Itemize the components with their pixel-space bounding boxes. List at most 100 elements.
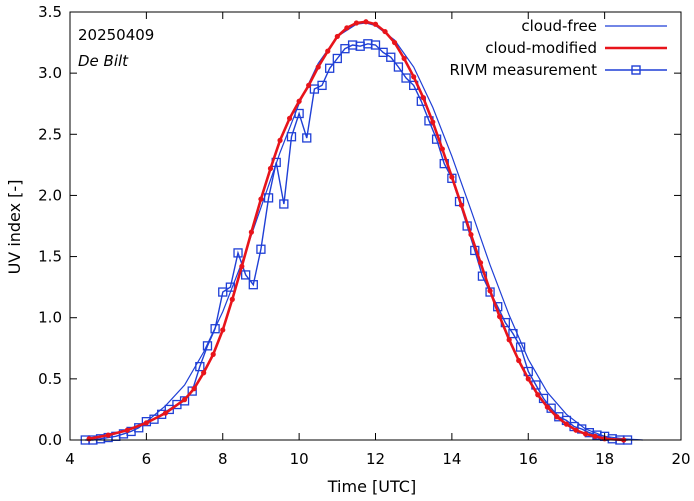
rivm-measurement-point — [210, 324, 220, 334]
rivm-measurement-point — [195, 361, 205, 372]
cloud-modified-point — [525, 376, 531, 382]
y-tick-label: 0.5 — [38, 370, 62, 388]
cloud-modified-point — [325, 48, 331, 54]
legend-label-rivm-measurement: RIVM measurement — [450, 61, 598, 79]
x-tick-label: 18 — [595, 450, 614, 468]
y-tick-label: 3.5 — [38, 3, 62, 21]
rivm-measurement-point — [332, 53, 342, 64]
axes: 4 6 8 10 12 14 16 18 20 0.0 0.5 1.0 1.5 2.0 2.5 3.0 3.5 — [38, 3, 690, 468]
y-tick-label: 1.0 — [38, 309, 62, 327]
cloud-modified-point — [372, 21, 379, 27]
cloud-modified-point — [506, 337, 512, 343]
cloud-modified-point — [267, 165, 274, 172]
rivm-measurement-point — [279, 199, 289, 209]
date-annotation: 20250409 — [78, 26, 154, 44]
cloud-modified-point — [487, 288, 493, 294]
x-axis-title: Time [UTC] — [327, 477, 416, 496]
cloud-modified-point — [210, 351, 216, 357]
legend-marker-rivm-measurement — [631, 65, 641, 75]
rivm-measurement-point — [401, 73, 411, 83]
cloud-modified-point — [86, 436, 92, 442]
cloud-modified-point — [191, 386, 197, 392]
x-tick-label: 8 — [218, 450, 228, 468]
y-tick-label: 1.5 — [38, 248, 62, 266]
rivm-measurement-point — [370, 40, 381, 50]
x-tick-label: 12 — [366, 450, 385, 468]
x-tick-label: 20 — [671, 450, 690, 468]
cloud-modified-point — [248, 229, 254, 235]
rivm-measurement-point — [325, 63, 335, 73]
x-tick-label: 6 — [142, 450, 152, 468]
rivm-measurement-point — [202, 341, 213, 351]
cloud-modified-point — [258, 196, 264, 202]
cloud-modified-point — [401, 55, 407, 62]
rivm-measurement-point — [508, 328, 518, 339]
cloud-modified-point — [477, 260, 484, 266]
cloud-modified-point — [420, 95, 426, 101]
cloud-modified-point — [334, 33, 340, 40]
cloud-modified-point — [220, 327, 226, 333]
cloud-modified-point — [344, 25, 350, 31]
cloud-modified-point — [554, 414, 560, 420]
cloud-modified-point — [363, 19, 369, 25]
y-axis-title: UV index [-] — [5, 180, 24, 275]
cloud-modified-point — [201, 370, 207, 376]
rivm-measurement-point — [386, 52, 396, 62]
y-tick-label: 2.0 — [38, 186, 62, 204]
rivm-measurement-point — [225, 282, 236, 292]
legend-label-cloud-free: cloud-free — [521, 17, 597, 35]
rivm-measurement-point — [149, 414, 159, 424]
cloud-modified-point — [468, 231, 474, 238]
cloud-modified-point — [296, 98, 302, 104]
cloud-modified-point — [382, 28, 388, 35]
rivm-measurement-point — [393, 62, 404, 72]
legend-label-cloud-modified: cloud-modified — [485, 39, 597, 57]
cloud-modified-point — [582, 431, 589, 437]
cloud-modified-point — [105, 432, 111, 438]
x-tick-label: 4 — [65, 450, 75, 468]
cloud-modified-point — [573, 427, 579, 433]
cloud-modified-point — [229, 296, 235, 302]
rivm-measurement-point — [286, 132, 297, 142]
rivm-measurement-point — [378, 47, 388, 58]
cloud-modified-point — [439, 146, 445, 152]
cloud-modified-point — [449, 174, 455, 180]
y-tick-label: 2.5 — [38, 125, 62, 143]
cloud-modified-point — [306, 82, 312, 88]
y-tick-label: 3.0 — [38, 64, 62, 82]
rivm-measurement-point — [302, 133, 312, 143]
rivm-measurement-point — [218, 287, 228, 297]
cloud-modified-point — [544, 404, 550, 410]
legend: cloud-free cloud-modified RIVM measureme… — [450, 17, 667, 79]
station-annotation: De Bilt — [78, 52, 129, 70]
plot-lines — [80, 19, 643, 445]
rivm-measurement-point — [294, 108, 304, 119]
cloud-modified-point — [516, 357, 522, 364]
cloud-modified-point — [277, 137, 283, 143]
cloud-modified-point — [563, 421, 570, 427]
rivm-measurement-point — [256, 244, 266, 254]
x-tick-label: 14 — [442, 450, 461, 468]
cloud-modified-point — [430, 119, 436, 125]
cloud-modified-point — [286, 115, 293, 121]
cloud-modified-point — [497, 313, 503, 320]
x-tick-label: 16 — [519, 450, 538, 468]
rivm-measurement-point — [317, 80, 327, 91]
rivm-measurement-point — [248, 280, 258, 290]
rivm-measurement-point — [164, 404, 174, 415]
rivm-measurement-point — [515, 342, 526, 352]
cloud-modified-point — [411, 74, 417, 80]
cloud-modified-point — [124, 427, 130, 433]
cloud-modified-point — [535, 392, 541, 398]
x-tick-label: 10 — [290, 450, 309, 468]
cloud-modified-point — [315, 64, 321, 70]
rivm-measurement-point — [233, 248, 243, 258]
cloud-modified-point — [391, 39, 398, 46]
y-tick-label: 0.0 — [38, 431, 62, 449]
cloud-modified-point — [162, 410, 169, 416]
cloud-modified-point — [239, 263, 245, 269]
rivm-measurement-point — [263, 193, 274, 203]
cloud-modified-point — [353, 20, 360, 26]
